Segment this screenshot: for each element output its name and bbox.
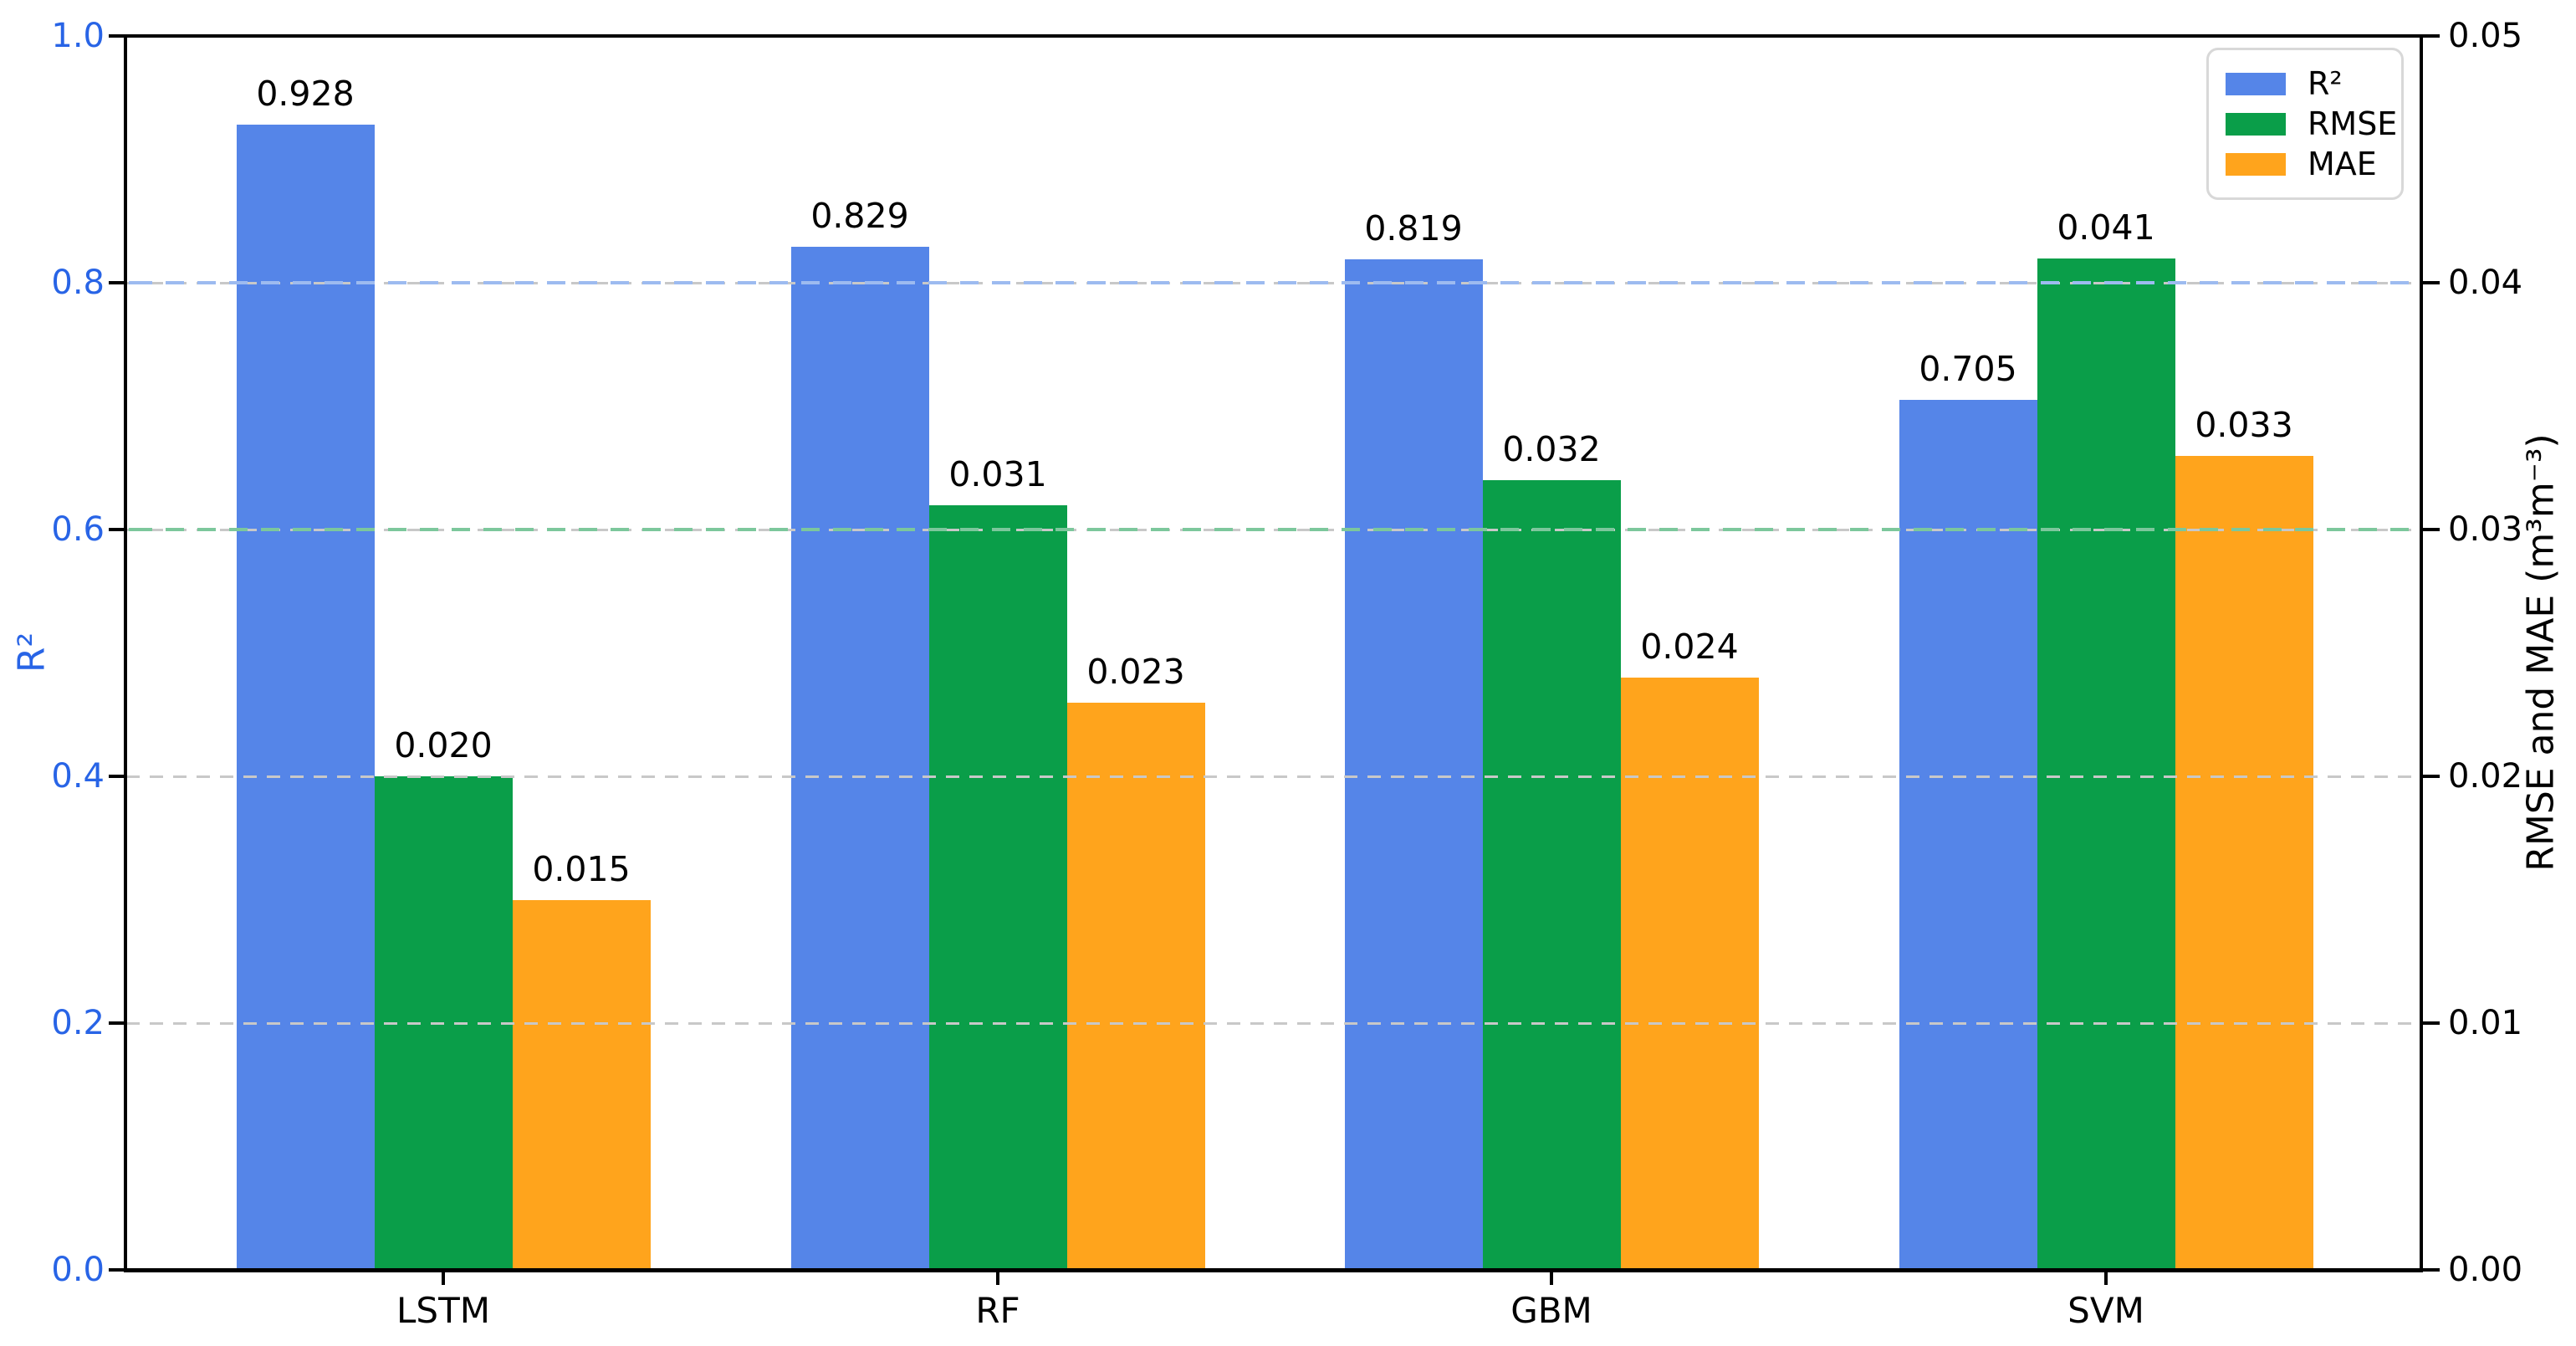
bar-mae-gbm [1620,678,1759,1270]
right-y-tick-mark [2420,34,2440,38]
right-y-tick-mark [2420,775,2440,778]
left-y-tick-mark [109,1021,125,1025]
x-tick-label: SVM [2067,1290,2144,1331]
gridline [126,775,2420,778]
right-y-tick-label: 0.00 [2448,1251,2523,1289]
right-y-tick-label: 0.01 [2448,1004,2523,1042]
bar-rmse-gbm [1482,480,1621,1270]
x-tick-label: LSTM [396,1290,490,1331]
bar-value-label: 0.015 [532,848,631,889]
x-tick-label: GBM [1510,1290,1592,1331]
bar-r-svm [1899,400,2037,1270]
right-y-tick-label: 0.02 [2448,757,2523,796]
bar-r-lstm [236,125,375,1270]
gridline [126,1022,2420,1025]
left-y-tick-mark [109,281,125,284]
x-tick-mark [1550,1270,1553,1285]
left-y-tick-mark [109,528,125,531]
right-y-tick-mark [2420,1021,2440,1025]
x-axis-spine [124,1268,2423,1272]
x-tick-mark [2104,1270,2108,1285]
right-y-tick-mark [2420,528,2440,531]
bar-rmse-rf [928,504,1067,1270]
left-y-tick-label: 0.8 [51,264,105,302]
legend-swatch [2226,152,2286,176]
left-y-tick-label: 0.2 [51,1004,105,1042]
legend-swatch [2226,112,2286,136]
left-y-tick-mark [109,775,125,778]
bar-mae-rf [1066,702,1205,1270]
legend-item-rmse: RMSE [2226,104,2401,144]
legend-label: R² [2308,65,2343,102]
right-y-axis-label: RMSE and MAE (m³m⁻³) [2519,433,2563,872]
right-y-tick-mark [2420,1268,2440,1272]
reference-line [126,281,2420,284]
legend-item-r: R² [2226,64,2401,104]
x-tick-label: RF [975,1290,1020,1331]
bar-value-label: 0.024 [1640,627,1739,667]
legend-label: MAE [2308,146,2377,182]
bar-r-rf [790,247,929,1270]
bar-value-label: 0.023 [1086,651,1185,692]
bar-mae-svm [2175,455,2313,1270]
top-axis-spine [124,34,2423,38]
bar-value-label: 0.705 [1919,349,2017,390]
legend-label: RMSE [2308,105,2398,142]
bar-value-label: 0.829 [810,196,909,237]
bar-value-label: 0.032 [1502,429,1601,469]
x-tick-mark [442,1270,445,1285]
left-y-tick-label: 0.0 [51,1251,105,1289]
left-y-tick-label: 1.0 [51,17,105,55]
bar-r-gbm [1344,258,1483,1270]
right-y-tick-mark [2420,281,2440,284]
bar-value-label: 0.928 [256,74,355,115]
left-y-tick-label: 0.4 [51,757,105,796]
legend-swatch [2226,72,2286,95]
bar-value-label: 0.041 [2057,207,2155,248]
left-y-tick-mark [109,1268,125,1272]
right-y-axis-spine [2420,34,2423,1272]
left-y-axis-spine [124,34,127,1272]
reference-line [126,528,2420,531]
left-y-axis-label: R² [10,632,54,673]
bar-value-label: 0.020 [394,725,493,765]
bar-rmse-svm [2037,258,2175,1270]
x-tick-mark [996,1270,999,1285]
bar-value-label: 0.033 [2195,404,2293,445]
legend-item-mae: MAE [2226,144,2401,184]
left-y-tick-mark [109,34,125,38]
bar-mae-lstm [512,899,651,1270]
right-y-tick-label: 0.04 [2448,264,2523,302]
right-y-tick-label: 0.05 [2448,17,2523,55]
bar-value-label: 0.819 [1364,207,1463,248]
bar-value-label: 0.031 [948,453,1047,494]
right-y-tick-label: 0.03 [2448,510,2523,549]
left-y-tick-label: 0.6 [51,510,105,549]
legend: R² RMSE MAE [2206,48,2404,200]
